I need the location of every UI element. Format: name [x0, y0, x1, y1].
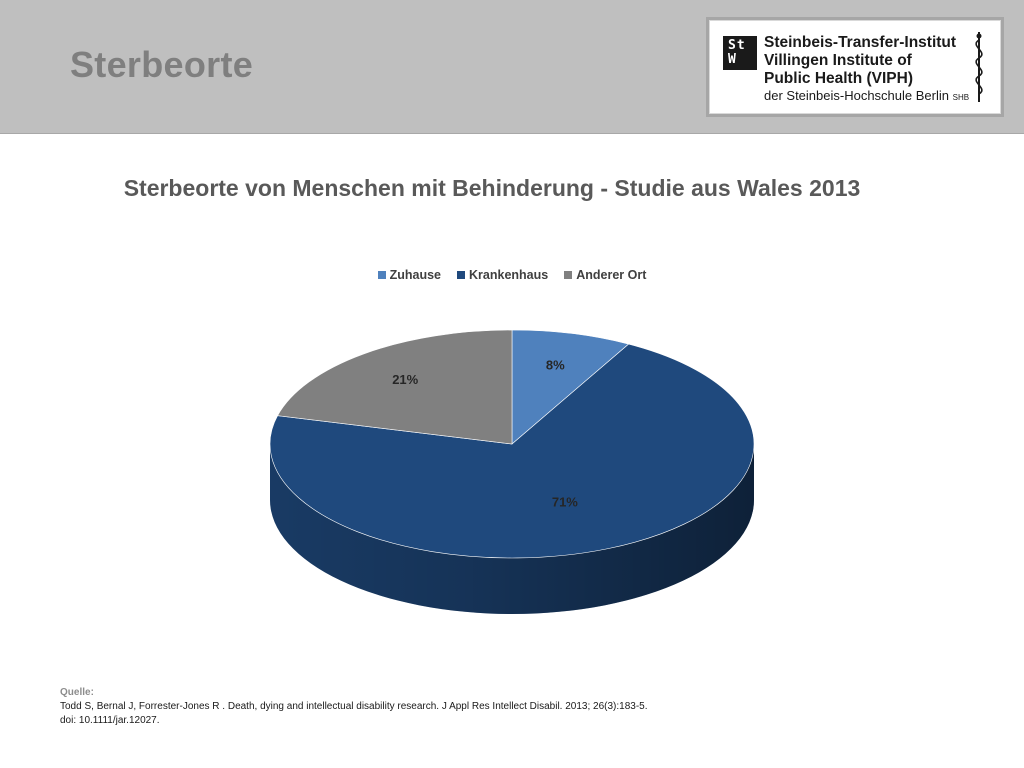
- legend-swatch-anderer-ort: [564, 271, 573, 279]
- source-citation: Quelle: Todd S, Bernal J, Forrester-Jone…: [60, 686, 648, 728]
- aesculapian-staff-icon: [975, 32, 983, 102]
- stw-logo-mark: St W: [723, 36, 757, 70]
- logo-line3: Public Health (VIPH): [764, 70, 913, 87]
- logo-mark-line1: St: [728, 38, 746, 53]
- pie-label-anderer-ort: 21%: [392, 372, 418, 387]
- chart-title: Sterbeorte von Menschen mit Behinderung …: [123, 175, 861, 201]
- logo-sub-small: SHB: [952, 93, 970, 102]
- logo-sub-main: der Steinbeis-Hochschule Berlin: [764, 88, 953, 103]
- legend-swatch-zuhause: [377, 271, 386, 279]
- legend-item-krankenhaus: Krankenhaus: [457, 268, 548, 282]
- legend-swatch-krankenhaus: [457, 271, 466, 279]
- logo-line1: Steinbeis-Transfer-Institut: [764, 34, 957, 51]
- logo-line2: Villingen Institute of: [764, 52, 912, 69]
- legend-item-zuhause: Zuhause: [377, 268, 442, 282]
- legend-label-krankenhaus: Krankenhaus: [469, 268, 549, 282]
- slide-title: Sterbeorte: [70, 44, 254, 85]
- pie-slice-krankenhaus: [269, 343, 755, 559]
- logo-mark-line2: W: [728, 52, 737, 67]
- pie-side-shade-krankenhaus: [270, 444, 754, 614]
- source-line1: Todd S, Bernal J, Forrester-Jones R . De…: [60, 701, 648, 712]
- logo-subtitle: der Steinbeis-Hochschule Berlin SHB: [764, 88, 969, 103]
- pie-slice-anderer-ort: [277, 329, 513, 445]
- legend-label-zuhause: Zuhause: [389, 268, 442, 282]
- pie-label-zuhause: 8%: [546, 357, 565, 372]
- chart-legend: Zuhause Krankenhaus Anderer Ort: [0, 268, 1024, 282]
- legend-item-anderer-ort: Anderer Ort: [564, 268, 646, 282]
- pie-label-krankenhaus: 71%: [552, 495, 578, 510]
- institute-logo: St W Steinbeis-Transfer-Institut Villing…: [706, 17, 1004, 117]
- source-line2: doi: 10.1111/jar.12027.: [60, 715, 160, 726]
- legend-label-anderer-ort: Anderer Ort: [576, 268, 647, 282]
- source-label: Quelle:: [60, 687, 94, 698]
- pie-slice-zuhause: [511, 329, 630, 445]
